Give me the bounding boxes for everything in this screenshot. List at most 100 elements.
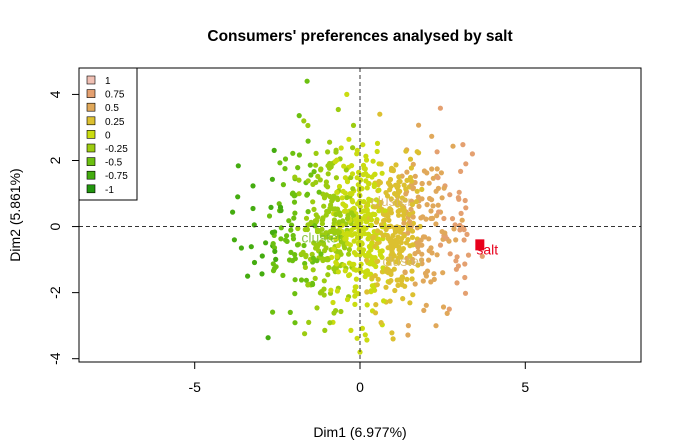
data-point	[343, 167, 349, 173]
data-point	[310, 281, 316, 288]
data-point	[378, 199, 384, 206]
data-point	[362, 269, 368, 275]
data-point	[401, 182, 407, 188]
data-point	[292, 277, 298, 283]
data-point	[386, 217, 392, 223]
data-point	[368, 197, 374, 203]
data-point	[434, 252, 440, 258]
data-point	[363, 157, 370, 163]
legend: 1 0.75 0.5 0.25 0 -0.25 -0.5 -0.75 -1	[78, 67, 138, 201]
data-point	[335, 269, 341, 275]
data-point	[292, 291, 298, 297]
x-tick-label: 0	[356, 379, 364, 395]
data-point	[328, 287, 334, 293]
data-point	[451, 226, 457, 232]
data-point	[405, 237, 411, 243]
data-point	[344, 215, 351, 222]
data-point	[429, 197, 435, 203]
data-point	[375, 236, 381, 242]
data-point	[409, 201, 415, 208]
data-point	[433, 188, 439, 194]
data-point	[389, 247, 395, 253]
data-point	[295, 225, 301, 232]
data-point	[373, 197, 379, 203]
data-point	[387, 176, 394, 183]
data-point	[395, 239, 401, 245]
data-point	[392, 191, 398, 197]
annotation-label: cluster	[301, 229, 343, 245]
data-point	[383, 212, 389, 218]
data-point	[346, 247, 352, 253]
data-point	[263, 240, 269, 246]
data-point	[323, 179, 329, 185]
data-point	[419, 257, 425, 263]
data-point	[396, 174, 402, 180]
data-point	[334, 195, 340, 201]
data-point	[271, 245, 278, 251]
data-point	[378, 320, 384, 326]
data-point	[384, 193, 391, 199]
data-point	[266, 213, 273, 219]
data-point	[395, 255, 401, 261]
data-point	[419, 186, 425, 192]
data-point	[270, 241, 276, 247]
data-point	[382, 208, 388, 214]
data-point	[407, 253, 413, 259]
data-point	[340, 218, 346, 224]
data-point	[303, 215, 310, 221]
data-point	[407, 219, 413, 225]
data-point	[439, 195, 445, 201]
x-tick-label: 5	[521, 379, 529, 395]
data-point	[350, 145, 356, 151]
data-point	[350, 122, 357, 128]
data-point	[346, 136, 352, 142]
data-point	[479, 253, 485, 259]
data-point	[231, 237, 237, 243]
data-point	[370, 235, 376, 241]
chart-title: Consumers' preferences analysed by salt	[207, 28, 512, 45]
data-point	[400, 246, 406, 252]
data-point	[440, 270, 446, 276]
data-point	[454, 254, 460, 260]
data-point	[288, 249, 294, 255]
legend-swatch	[86, 75, 96, 85]
data-point	[305, 138, 311, 144]
data-point	[367, 222, 373, 228]
data-point	[372, 310, 379, 316]
data-point	[291, 199, 298, 205]
data-point	[394, 184, 400, 191]
data-point	[450, 143, 456, 149]
data-point	[376, 178, 382, 185]
x-axis-label: Dim1 (6.977%)	[313, 424, 406, 440]
data-point	[328, 235, 334, 241]
data-point	[401, 233, 407, 239]
data-point	[323, 234, 329, 240]
data-point	[378, 161, 384, 167]
data-point	[333, 175, 339, 181]
data-point	[462, 197, 468, 204]
data-point	[280, 182, 286, 188]
data-point	[325, 272, 331, 278]
data-point	[410, 242, 416, 248]
data-point	[363, 219, 369, 225]
data-point	[341, 163, 347, 169]
data-point	[367, 244, 373, 250]
data-point	[338, 145, 344, 151]
data-point	[365, 173, 371, 179]
data-point	[366, 250, 372, 256]
data-point	[338, 308, 344, 315]
data-point	[377, 111, 383, 117]
data-point	[453, 237, 459, 243]
data-point	[361, 231, 368, 237]
data-point	[353, 276, 359, 282]
data-point	[447, 192, 453, 198]
data-point	[420, 278, 426, 284]
data-point	[350, 186, 356, 192]
data-point	[290, 258, 296, 264]
data-point	[273, 256, 279, 262]
data-point	[419, 251, 425, 257]
data-point	[430, 203, 436, 209]
data-point	[331, 266, 337, 272]
data-point	[349, 163, 355, 169]
data-point	[403, 148, 409, 154]
